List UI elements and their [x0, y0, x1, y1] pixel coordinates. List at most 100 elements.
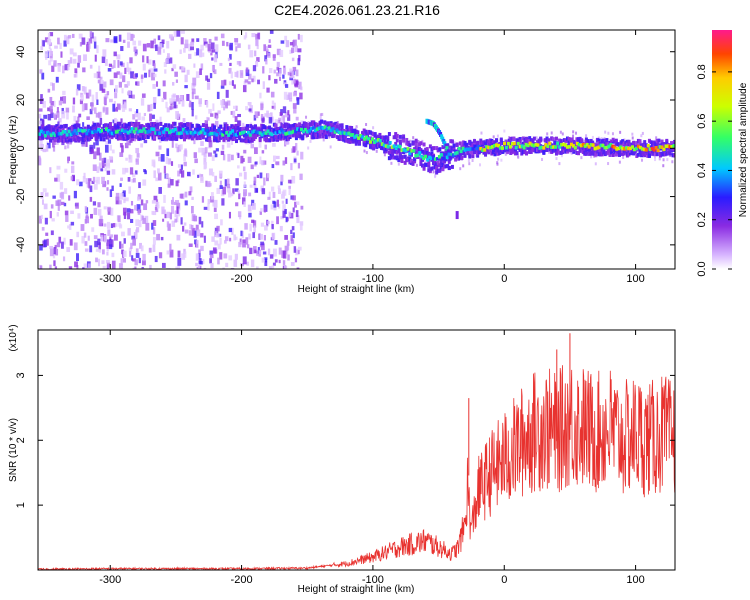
noise-cell: [73, 242, 78, 251]
noise-cell: [175, 95, 180, 102]
ridge-cell: [453, 151, 457, 156]
noise-cell: [75, 70, 78, 78]
noise-cell: [157, 88, 161, 97]
ridge-halo: [343, 138, 347, 143]
ridge-halo: [250, 125, 254, 130]
ridge-halo: [167, 132, 171, 137]
noise-cell: [38, 113, 42, 119]
noise-cell: [107, 68, 112, 72]
noise-cell: [103, 157, 107, 163]
noise-cell: [120, 118, 123, 123]
ridge-halo: [392, 149, 396, 154]
ridge-halo: [627, 140, 631, 145]
ridge-halo: [145, 123, 149, 128]
noise-cell: [258, 142, 262, 148]
ridge-cell: [465, 147, 469, 152]
ridge-cell: [406, 147, 410, 151]
ridge-cell: [469, 147, 473, 151]
noise-cell: [296, 215, 300, 224]
noise-cell: [604, 130, 607, 134]
noise-cell: [111, 260, 116, 269]
ridge-halo: [573, 141, 577, 146]
ridge-halo: [438, 168, 442, 173]
noise-cell: [226, 41, 229, 47]
noise-cell: [98, 111, 102, 119]
ridge-halo: [523, 140, 527, 145]
noise-cell: [248, 233, 251, 240]
ridge-halo: [476, 140, 480, 145]
noise-cell: [63, 202, 67, 207]
ridge-cell: [57, 132, 61, 136]
ridge-halo: [354, 141, 358, 146]
ridge-cell: [229, 130, 233, 135]
ridge-cell: [441, 156, 445, 161]
ridge-halo: [613, 149, 617, 154]
ridge-halo: [521, 141, 525, 146]
noise-cell: [191, 88, 196, 95]
noise-cell: [90, 213, 93, 219]
ridge-cell: [221, 133, 225, 137]
ridge-cell: [544, 143, 548, 147]
ridge-halo: [586, 139, 590, 144]
noise-cell: [177, 164, 182, 168]
chart-title: C2E4.2026.061.23.21.R16: [274, 2, 440, 18]
noise-cell: [96, 176, 100, 185]
ridge-cell: [526, 143, 530, 148]
noise-cell: [56, 111, 60, 118]
ridge-halo: [422, 164, 426, 169]
noise-cell: [247, 101, 252, 106]
ridge-halo: [636, 152, 640, 157]
ridge-halo: [638, 142, 642, 147]
ridge-cell: [199, 130, 203, 134]
noise-cell: [47, 88, 51, 93]
noise-cell: [125, 157, 128, 161]
ridge-halo: [123, 122, 127, 127]
noise-cell: [223, 106, 226, 111]
ridge-cell: [658, 145, 662, 149]
noise-cell: [254, 111, 259, 119]
noise-cell: [145, 222, 150, 231]
noise-cell: [572, 130, 575, 134]
noise-cell: [260, 241, 265, 246]
y-tick-label: 3: [15, 372, 27, 378]
noise-cell: [134, 170, 138, 175]
ridge-cell: [577, 142, 581, 147]
noise-cell: [288, 188, 291, 196]
noise-cell: [296, 267, 300, 269]
ridge-cell: [227, 133, 231, 137]
ridge-halo: [302, 121, 306, 126]
noise-cell: [109, 236, 112, 241]
x-tick-label: 100: [626, 574, 644, 586]
ridge-halo: [608, 152, 612, 157]
noise-cell: [132, 258, 137, 262]
ridge-halo: [501, 141, 505, 146]
ridge-cell: [443, 153, 447, 157]
ridge-halo: [424, 162, 428, 167]
noise-cell: [110, 223, 114, 229]
ridge-halo: [154, 124, 158, 129]
ridge-halo: [230, 135, 234, 140]
ridge-cell: [187, 129, 191, 134]
noise-cell: [219, 185, 223, 190]
ridge-halo: [121, 136, 125, 141]
ridge-halo: [348, 126, 352, 131]
noise-cell: [38, 120, 42, 125]
noise-cell: [137, 196, 140, 201]
noise-cell: [283, 80, 287, 85]
ridge-halo: [616, 148, 620, 153]
ridge-cell: [607, 144, 611, 149]
ridge-halo: [548, 144, 552, 149]
noise-cell: [109, 238, 112, 247]
ridge-halo: [490, 140, 494, 145]
noise-cell: [115, 85, 118, 93]
ridge-halo: [652, 140, 656, 145]
noise-cell: [266, 110, 269, 118]
ridge-cell: [528, 141, 532, 146]
ridge-halo: [435, 168, 439, 173]
ridge-halo: [334, 121, 338, 126]
noise-cell: [122, 258, 127, 263]
noise-cell: [210, 42, 215, 50]
noise-cell: [233, 259, 238, 267]
noise-cell: [138, 182, 141, 189]
noise-cell: [497, 157, 500, 161]
